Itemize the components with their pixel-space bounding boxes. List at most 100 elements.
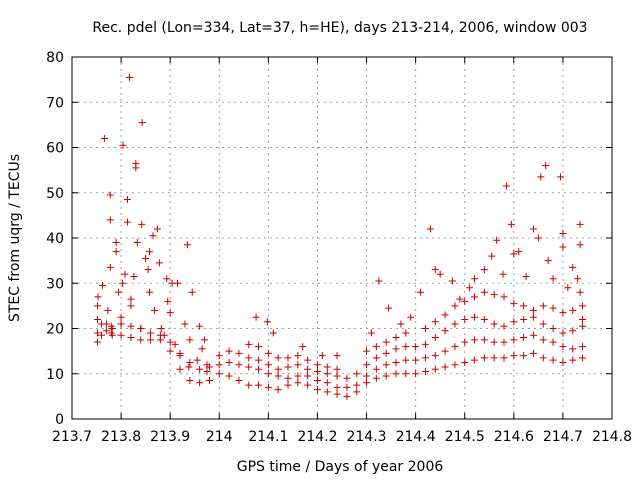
data-point-marker (119, 141, 127, 149)
data-point-marker (402, 329, 410, 337)
data-point-marker (579, 322, 587, 330)
data-point-marker (500, 338, 508, 346)
data-point-marker (461, 297, 469, 305)
data-point-marker (539, 320, 547, 328)
data-point-marker (333, 352, 341, 360)
data-point-marker (264, 361, 272, 369)
data-point-marker (235, 377, 243, 385)
data-point-marker (117, 331, 125, 339)
data-point-marker (185, 363, 193, 371)
data-point-marker (106, 216, 114, 224)
data-point-marker (147, 336, 155, 344)
x-tick-label: 213.8 (101, 429, 141, 445)
data-point-marker (385, 304, 393, 312)
data-point-marker (372, 354, 380, 362)
data-point-marker (421, 354, 429, 362)
x-tick-label: 214 (206, 429, 233, 445)
data-point-marker (133, 239, 141, 247)
data-point-marker (150, 306, 158, 314)
y-axis-label: STEC from uqrg / TECUs (7, 154, 23, 322)
data-point-marker (544, 257, 552, 265)
data-point-marker (402, 356, 410, 364)
data-point-marker (510, 352, 518, 360)
data-point-marker (480, 266, 488, 274)
data-point-marker (304, 381, 312, 389)
data-point-marker (431, 352, 439, 360)
data-point-marker (94, 315, 102, 323)
data-point-marker (480, 354, 488, 362)
data-point-marker (569, 356, 577, 364)
data-point-marker (274, 386, 282, 394)
data-point-marker (431, 266, 439, 274)
data-point-marker (576, 288, 584, 296)
x-tick-label: 214.3 (346, 429, 386, 445)
data-point-marker (138, 220, 146, 228)
data-point-marker (471, 293, 479, 301)
data-point-marker (461, 315, 469, 323)
data-points (94, 73, 587, 400)
data-point-marker (115, 288, 123, 296)
data-point-marker (174, 279, 182, 287)
data-point-marker (490, 291, 498, 299)
data-point-marker (205, 377, 213, 385)
data-point-marker (97, 320, 105, 328)
data-point-marker (412, 370, 420, 378)
data-point-marker (119, 279, 127, 287)
data-point-marker (125, 73, 133, 81)
data-point-marker (102, 327, 110, 335)
x-tick-label: 214.1 (248, 429, 288, 445)
data-point-marker (163, 275, 171, 283)
data-point-marker (559, 229, 567, 237)
data-point-marker (382, 338, 390, 346)
data-point-marker (363, 361, 371, 369)
data-point-marker (117, 313, 125, 321)
data-point-marker (235, 361, 243, 369)
data-point-marker (215, 352, 223, 360)
data-point-marker (313, 361, 321, 369)
data-point-marker (480, 336, 488, 344)
data-point-marker (193, 356, 201, 364)
data-point-marker (333, 390, 341, 398)
data-point-marker (164, 297, 172, 305)
data-point-marker (142, 254, 150, 262)
data-point-marker (431, 365, 439, 373)
data-point-marker (559, 329, 567, 337)
data-point-marker (436, 270, 444, 278)
data-point-marker (144, 266, 152, 274)
data-point-marker (372, 365, 380, 373)
data-point-marker (146, 248, 154, 256)
data-point-marker (490, 320, 498, 328)
data-point-marker (397, 320, 405, 328)
data-point-marker (471, 313, 479, 321)
data-point-marker (448, 277, 456, 285)
data-point-marker (559, 309, 567, 317)
data-point-marker (235, 349, 243, 357)
data-point-marker (94, 329, 102, 337)
data-point-marker (507, 220, 515, 228)
data-point-marker (500, 322, 508, 330)
data-point-marker (146, 288, 154, 296)
data-point-marker (569, 263, 577, 271)
data-point-marker (417, 288, 425, 296)
data-point-marker (176, 365, 184, 373)
y-tick-label: 60 (46, 141, 64, 157)
data-point-marker (252, 313, 260, 321)
data-point-marker (392, 334, 400, 342)
data-point-marker (542, 162, 550, 170)
data-point-marker (569, 345, 577, 353)
data-point-marker (304, 356, 312, 364)
data-point-marker (255, 343, 263, 351)
data-point-marker (299, 343, 307, 351)
data-point-marker (549, 275, 557, 283)
data-point-marker (284, 381, 292, 389)
data-point-marker (138, 119, 146, 127)
data-point-marker (520, 352, 528, 360)
data-point-marker (215, 370, 223, 378)
data-point-marker (264, 383, 272, 391)
data-point-marker (153, 225, 161, 233)
data-point-marker (225, 347, 233, 355)
data-point-marker (502, 182, 510, 190)
data-point-marker (499, 270, 507, 278)
data-point-marker (201, 336, 209, 344)
x-tick-label: 214.6 (494, 429, 534, 445)
